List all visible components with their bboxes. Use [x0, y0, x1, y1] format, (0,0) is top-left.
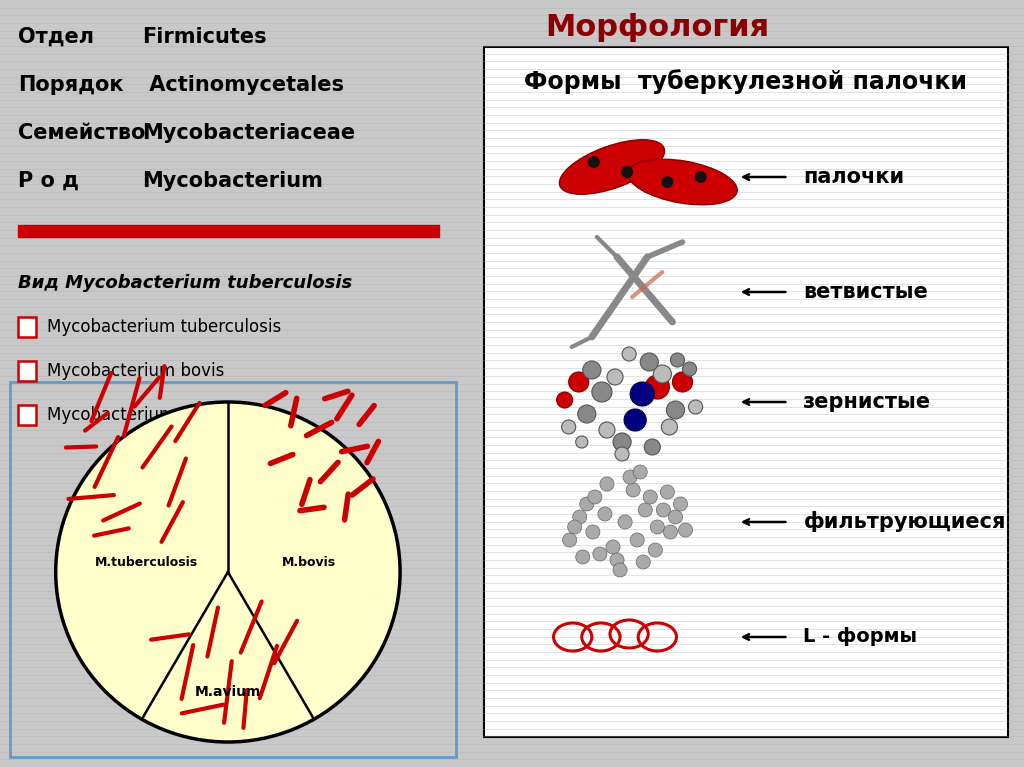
Text: Firmicutes: Firmicutes	[141, 27, 266, 47]
Circle shape	[640, 353, 658, 371]
Text: Mycobacterium africanum: Mycobacterium africanum	[47, 406, 264, 424]
Circle shape	[588, 490, 602, 504]
Text: ветвистые: ветвистые	[804, 282, 929, 302]
Text: Mycobacteriaceae: Mycobacteriaceae	[141, 123, 355, 143]
Circle shape	[671, 353, 684, 367]
Circle shape	[586, 525, 600, 539]
Circle shape	[606, 540, 621, 554]
Bar	[18, 225, 438, 237]
Circle shape	[630, 533, 644, 547]
Text: M.tuberculosis: M.tuberculosis	[95, 555, 199, 568]
Circle shape	[667, 401, 684, 419]
Circle shape	[669, 510, 683, 524]
Circle shape	[674, 497, 687, 511]
Circle shape	[679, 523, 692, 537]
Circle shape	[650, 520, 665, 534]
Bar	[484, 47, 1008, 737]
Circle shape	[648, 543, 663, 557]
Text: Семейство: Семейство	[18, 123, 145, 143]
Circle shape	[613, 563, 627, 577]
Circle shape	[624, 409, 646, 431]
Circle shape	[645, 375, 670, 399]
Text: Вид Mycobacterium tuberculosis: Вид Mycobacterium tuberculosis	[18, 274, 352, 292]
Circle shape	[688, 400, 702, 414]
Text: Actinomycetales: Actinomycetales	[141, 75, 344, 95]
Circle shape	[643, 490, 657, 504]
Circle shape	[618, 515, 632, 529]
Circle shape	[621, 166, 633, 178]
Text: зернистые: зернистые	[804, 392, 932, 412]
Text: Порядок: Порядок	[18, 75, 124, 95]
Ellipse shape	[628, 160, 737, 205]
Text: Mycobacterium tuberculosis: Mycobacterium tuberculosis	[47, 318, 281, 336]
Circle shape	[664, 525, 678, 539]
Circle shape	[626, 483, 640, 497]
Circle shape	[607, 369, 623, 385]
Text: Mycobacterium: Mycobacterium	[141, 171, 323, 191]
Bar	[18, 405, 37, 425]
Ellipse shape	[559, 140, 665, 194]
Circle shape	[562, 533, 577, 547]
Text: палочки: палочки	[804, 167, 904, 187]
Circle shape	[644, 439, 660, 455]
Circle shape	[613, 433, 631, 451]
Text: M.bovis: M.bovis	[282, 555, 336, 568]
Text: Отдел: Отдел	[18, 27, 94, 47]
Circle shape	[593, 547, 607, 561]
Text: M.avium: M.avium	[195, 685, 261, 699]
Circle shape	[638, 503, 652, 517]
Text: Морфология: Морфология	[545, 12, 769, 41]
Circle shape	[662, 419, 678, 435]
Circle shape	[575, 436, 588, 448]
Circle shape	[623, 470, 637, 484]
Circle shape	[575, 550, 590, 564]
Circle shape	[598, 507, 612, 521]
Circle shape	[55, 402, 400, 742]
Circle shape	[557, 392, 572, 408]
Bar	[18, 317, 37, 337]
Text: L - формы: L - формы	[804, 627, 918, 647]
Bar	[10, 382, 456, 757]
Circle shape	[561, 420, 575, 434]
Circle shape	[578, 405, 596, 423]
Circle shape	[567, 520, 582, 534]
Circle shape	[662, 176, 674, 188]
Text: Mycobacterium bovis: Mycobacterium bovis	[47, 362, 224, 380]
Circle shape	[656, 503, 671, 517]
Text: Р о д: Р о д	[18, 171, 79, 191]
Circle shape	[683, 362, 696, 376]
Circle shape	[600, 477, 614, 491]
Circle shape	[599, 422, 615, 438]
Bar	[18, 361, 37, 381]
Circle shape	[636, 555, 650, 569]
Circle shape	[580, 497, 594, 511]
Circle shape	[694, 171, 707, 183]
Circle shape	[660, 485, 675, 499]
Circle shape	[615, 447, 629, 461]
Circle shape	[572, 510, 587, 524]
Text: фильтрующиеся: фильтрующиеся	[804, 512, 1006, 532]
Text: Формы  туберкулезной палочки: Формы туберкулезной палочки	[524, 70, 968, 94]
Circle shape	[653, 365, 672, 383]
Circle shape	[622, 347, 636, 361]
Circle shape	[673, 372, 692, 392]
Circle shape	[610, 553, 624, 567]
Circle shape	[630, 382, 654, 406]
Circle shape	[633, 465, 647, 479]
Circle shape	[588, 156, 600, 168]
Circle shape	[568, 372, 589, 392]
Circle shape	[592, 382, 612, 402]
Circle shape	[583, 361, 601, 379]
